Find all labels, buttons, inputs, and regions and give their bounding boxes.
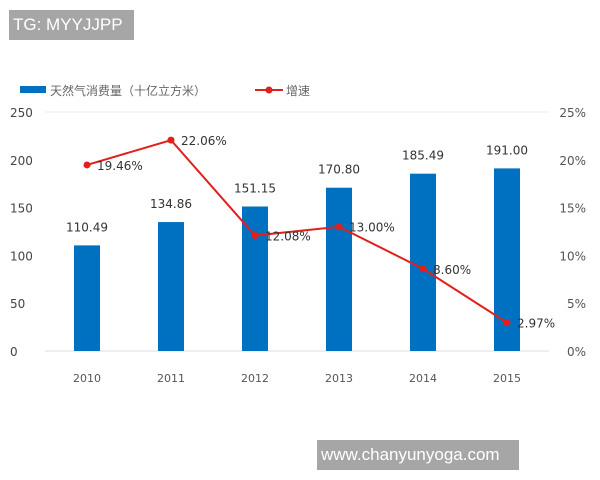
y-left-tick-label: 150	[10, 202, 33, 216]
line-data-label: 12.08%	[265, 230, 311, 244]
legend-line-marker	[265, 86, 273, 94]
x-tick-label: 2015	[493, 372, 521, 385]
line-data-label: 8.60%	[433, 263, 471, 277]
bar-data-label: 110.49	[66, 220, 108, 234]
y-left-tick-label: 200	[10, 154, 33, 168]
y-right-tick-label: 25%	[559, 106, 586, 120]
y-left-tick-label: 250	[10, 106, 33, 120]
bar	[326, 187, 352, 351]
line-point	[419, 265, 427, 273]
line-data-label: 19.46%	[97, 159, 143, 173]
y-right-tick-label: 15%	[559, 202, 586, 216]
bar-data-label: 170.80	[318, 163, 360, 177]
legend-bar-swatch	[20, 86, 46, 93]
line-point	[335, 223, 343, 231]
watermark-top: TG: MYYJJPP	[9, 10, 134, 40]
x-tick-label: 2010	[73, 372, 101, 385]
x-tick-label: 2014	[409, 372, 437, 385]
line-point	[251, 232, 259, 240]
legend-line-label: 增速	[286, 84, 310, 98]
line-data-label: 13.00%	[349, 221, 395, 235]
bar-data-label: 134.86	[150, 197, 192, 211]
legend-bar-label: 天然气消费量（十亿立方米）	[50, 83, 206, 98]
bar	[242, 206, 268, 351]
y-left-tick-label: 0	[10, 345, 18, 359]
y-right-tick-label: 10%	[559, 249, 586, 263]
growth-line	[86, 138, 508, 324]
bar	[158, 222, 184, 351]
y-right-tick-label: 20%	[559, 154, 586, 168]
bar	[74, 245, 100, 351]
y-left-tick-label: 50	[10, 297, 25, 311]
line-point	[167, 136, 175, 144]
bar	[410, 173, 436, 351]
y-right-tick-label: 0%	[567, 345, 586, 359]
y-left-tick-label: 100	[10, 249, 33, 263]
x-tick-label: 2013	[325, 372, 353, 385]
bar-data-label: 191.00	[486, 143, 528, 157]
x-tick-label: 2011	[157, 372, 185, 385]
watermark-bottom: www.chanyunyoga.com	[317, 440, 519, 470]
y-right-tick-label: 5%	[567, 297, 586, 311]
bar-data-label: 185.49	[402, 149, 444, 163]
line-point	[503, 319, 511, 327]
bar-data-label: 151.15	[234, 182, 276, 196]
line-point	[83, 161, 91, 169]
line-data-label: 2.97%	[517, 317, 555, 331]
line-data-label: 22.06%	[181, 134, 227, 148]
x-tick-label: 2012	[241, 372, 269, 385]
